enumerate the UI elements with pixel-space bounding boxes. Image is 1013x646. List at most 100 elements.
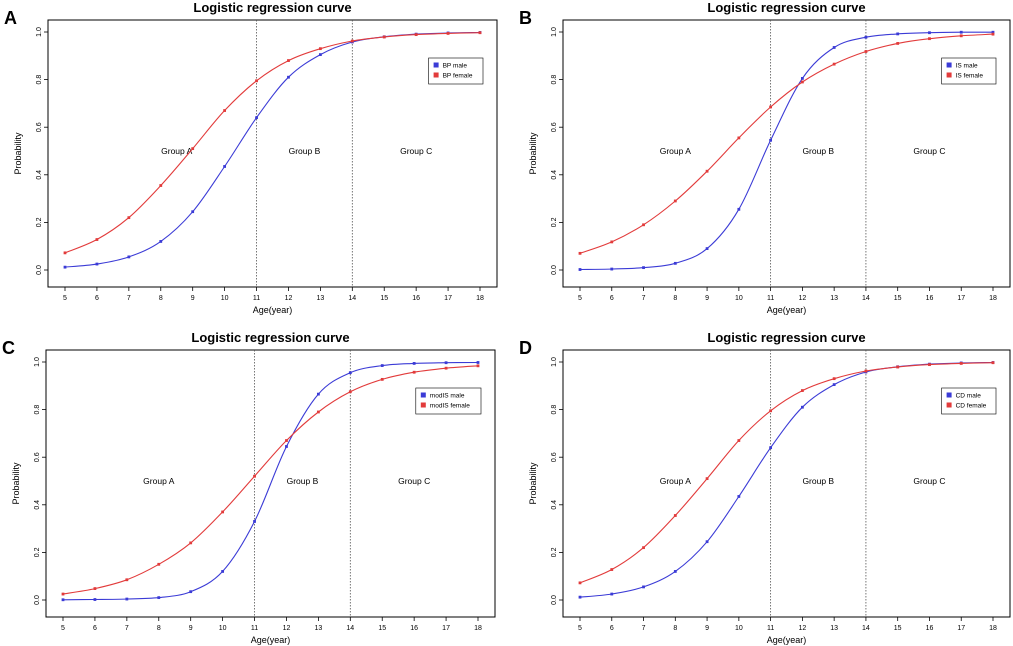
panel-letter: D <box>519 338 532 358</box>
data-point <box>255 116 258 120</box>
data-point <box>125 597 129 601</box>
chart-title: Logistic regression curve <box>707 330 865 345</box>
data-point <box>832 377 836 381</box>
data-point <box>478 31 482 35</box>
chart-title: Logistic regression curve <box>707 0 865 15</box>
data-point <box>191 210 195 214</box>
series-line <box>62 365 479 595</box>
data-point <box>444 366 448 370</box>
x-tick-label: 9 <box>189 625 193 632</box>
y-tick-label: 1.0 <box>551 357 558 367</box>
legend-swatch <box>946 62 952 68</box>
legend-label: BP male <box>443 63 468 70</box>
x-tick-label: 10 <box>221 295 229 302</box>
y-tick-label: 0.8 <box>36 75 43 85</box>
x-tick-label: 8 <box>159 295 163 302</box>
x-tick-label: 15 <box>894 625 902 632</box>
x-tick-label: 9 <box>705 625 709 632</box>
data-point <box>769 138 773 142</box>
legend-swatch <box>946 392 952 398</box>
y-tick-label: 0.2 <box>34 547 41 557</box>
y-tick-label: 1.0 <box>34 357 41 367</box>
data-point <box>832 62 836 66</box>
data-point <box>221 510 225 514</box>
series-line <box>64 32 481 254</box>
data-point <box>769 409 773 413</box>
x-tick-label: 13 <box>830 295 838 302</box>
data-point <box>159 240 163 243</box>
data-point <box>253 474 256 478</box>
data-point <box>189 541 193 545</box>
data-point <box>800 389 804 392</box>
data-point <box>673 199 677 203</box>
x-tick-label: 17 <box>442 625 450 632</box>
data-point <box>287 75 290 79</box>
data-point <box>705 477 709 481</box>
data-point <box>737 495 741 498</box>
y-tick-label: 0.4 <box>36 170 43 180</box>
data-point <box>642 585 645 589</box>
data-point <box>285 439 288 442</box>
y-tick-label: 0.2 <box>551 547 558 557</box>
x-tick-label: 17 <box>957 625 965 632</box>
legend-swatch <box>433 72 439 78</box>
x-tick-label: 6 <box>610 295 614 302</box>
panel-letter: C <box>2 338 15 358</box>
data-point <box>255 79 258 83</box>
data-point <box>705 169 709 173</box>
x-tick-label: 18 <box>989 295 997 302</box>
data-point <box>578 268 582 271</box>
series-line <box>579 362 994 584</box>
legend-swatch <box>433 62 439 68</box>
x-tick-label: 18 <box>989 625 997 632</box>
legend-label: IS female <box>956 73 984 80</box>
data-point <box>285 445 288 448</box>
legend: BP male BP female <box>428 57 484 85</box>
data-point <box>928 363 931 367</box>
data-point <box>63 251 67 255</box>
data-point <box>348 390 352 394</box>
legend: modIS male modIS female <box>415 387 482 415</box>
data-point <box>737 439 741 442</box>
y-axis-label: Probability <box>528 132 538 175</box>
data-point <box>642 266 645 270</box>
y-tick-label: 1.0 <box>36 27 43 37</box>
x-tick-label: 14 <box>346 625 354 632</box>
x-tick-label: 15 <box>378 625 386 632</box>
data-point <box>991 361 995 365</box>
x-tick-label: 16 <box>412 295 420 302</box>
x-tick-label: 14 <box>862 295 870 302</box>
y-tick-label: 0.0 <box>551 595 558 605</box>
panel-letter: B <box>519 8 532 28</box>
legend-swatch <box>420 392 426 398</box>
x-tick-label: 13 <box>316 295 324 302</box>
group-label: Group B <box>802 146 834 156</box>
y-tick-label: 0.0 <box>34 595 41 605</box>
data-point <box>673 514 677 517</box>
data-point <box>769 446 773 450</box>
group-label: Group C <box>400 146 432 156</box>
y-tick-label: 0.4 <box>551 170 558 180</box>
data-point <box>93 587 97 590</box>
data-point <box>350 39 354 43</box>
data-point <box>642 546 645 550</box>
legend: CD male CD female <box>941 387 997 415</box>
x-tick-label: 18 <box>474 625 482 632</box>
legend-swatch <box>946 72 952 78</box>
panel-b: B Logistic regression curve 5 6 7 8 9 10 11 12 13 1… <box>519 0 1011 315</box>
legend-swatch <box>946 402 952 408</box>
y-tick-label: 0.2 <box>36 217 43 227</box>
x-tick-label: 6 <box>95 295 99 302</box>
x-tick-label: 17 <box>444 295 452 302</box>
x-tick-label: 15 <box>380 295 388 302</box>
data-point <box>800 405 804 409</box>
y-tick-label: 0.6 <box>551 122 558 132</box>
group-label: Group A <box>660 476 692 486</box>
data-point <box>476 361 480 364</box>
data-point <box>705 247 709 250</box>
x-tick-label: 16 <box>410 625 418 632</box>
panel-letter: A <box>4 8 17 28</box>
data-point <box>578 251 582 255</box>
x-tick-label: 5 <box>578 295 582 302</box>
data-point <box>157 562 161 566</box>
